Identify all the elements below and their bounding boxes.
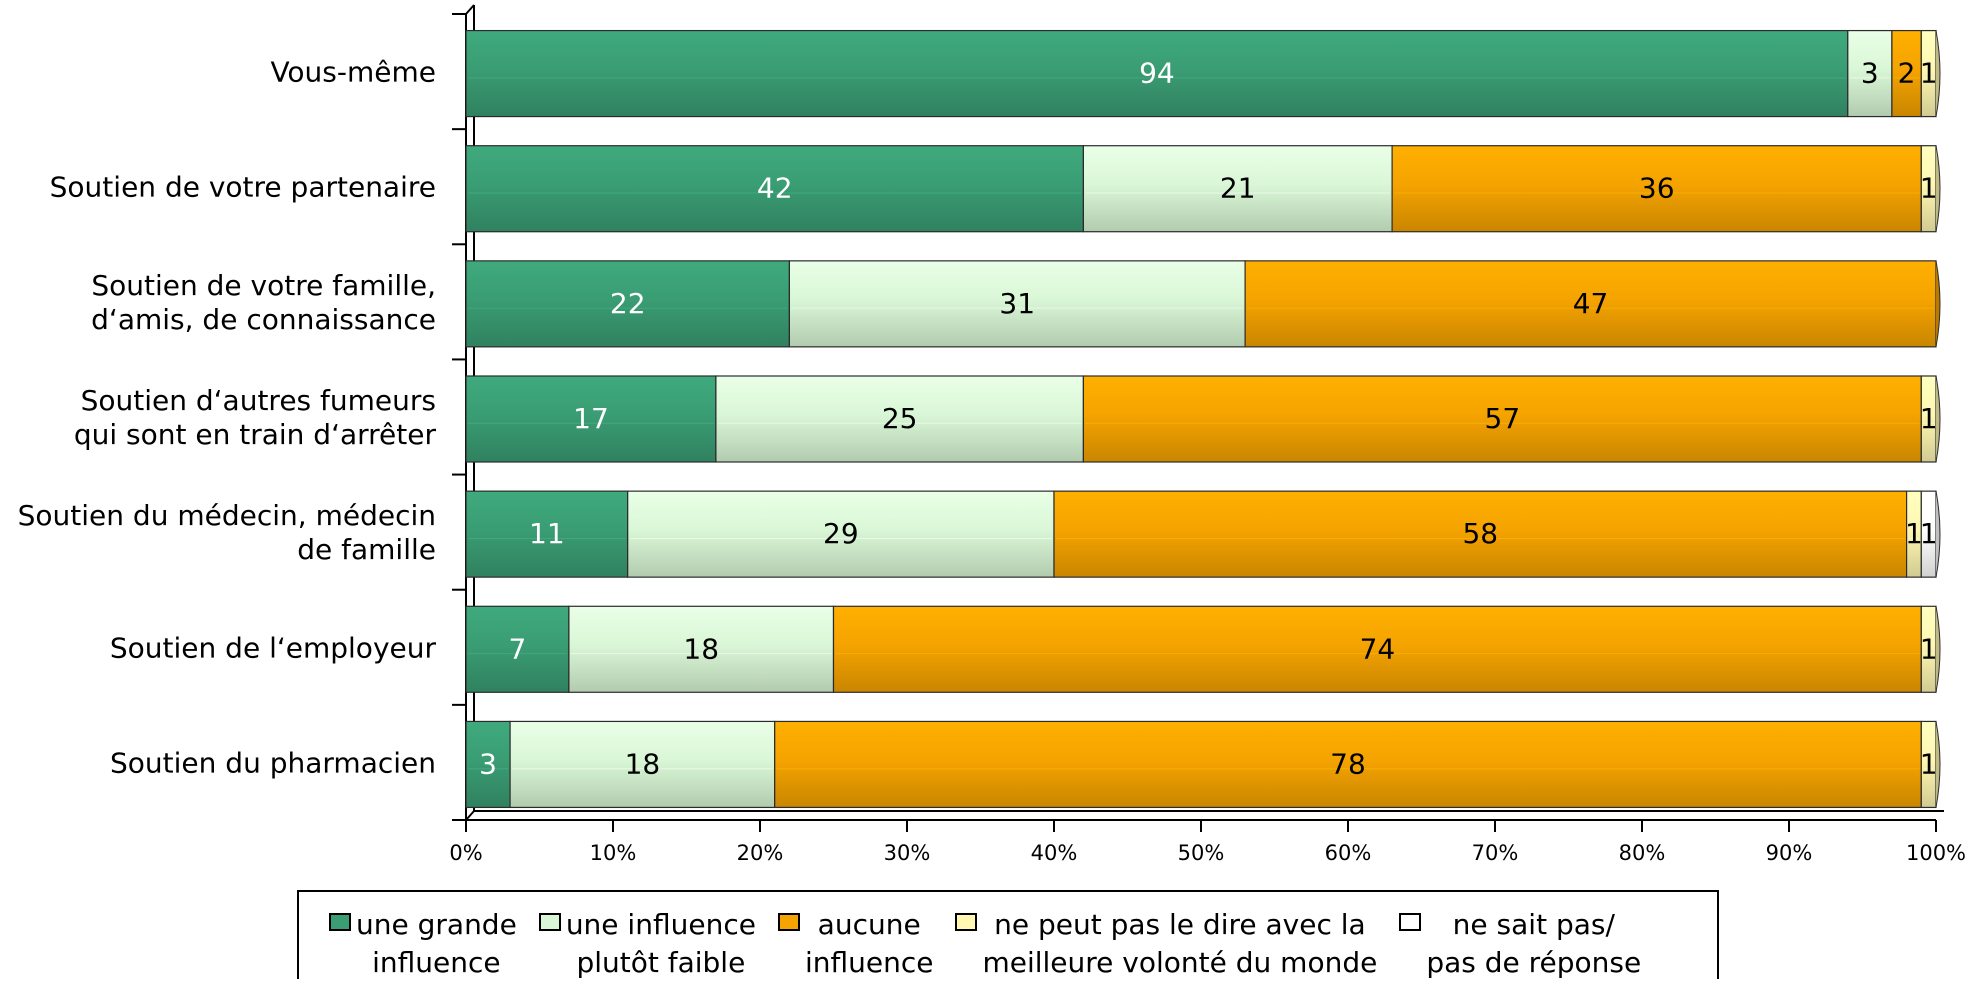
data-label: 1: [1920, 172, 1938, 205]
bar-segment: [1391, 145, 1922, 233]
stacked-bar-chart: 0% 10% 20% 30% 40% 50% 60% 70% 80% 90% 100% Vous-mê…: [18, 4, 1966, 865]
bar-segment: [509, 720, 776, 809]
bar-segment: [465, 145, 1085, 233]
bar-segment: [1082, 375, 1922, 463]
legend-swatch: [777, 913, 800, 931]
data-label: 1: [1905, 517, 1923, 550]
bar-segment: [1847, 29, 1893, 118]
bar-segment: [715, 375, 1085, 463]
data-label: 3: [479, 747, 497, 780]
legend-label: une influence plutôt faible: [565, 908, 756, 979]
bar-segment: [832, 605, 1922, 693]
category-label: Soutien de l‘employeur: [110, 631, 437, 664]
data-label: 1: [1920, 402, 1938, 435]
bar-segment-end: [1935, 721, 1941, 808]
data-label: 94: [1139, 57, 1175, 90]
bar-segment-end: [1935, 145, 1941, 232]
bar-segment: [465, 720, 511, 809]
bar-segment: [465, 375, 717, 463]
x-tick-label: 80%: [1619, 841, 1666, 865]
bar-segment-end: [1935, 30, 1941, 117]
category-label: qui sont en train d‘arrêter: [74, 418, 437, 451]
legend-swatch: [1399, 913, 1422, 931]
bar-segment: [1891, 29, 1922, 118]
data-label: 29: [823, 517, 859, 550]
x-tick-label: 90%: [1766, 841, 1813, 865]
bar-segment-end: [1935, 606, 1941, 693]
category-label: Soutien du pharmacien: [110, 746, 436, 779]
data-label: 2: [1898, 57, 1916, 90]
data-label: 18: [683, 632, 719, 665]
legend-label: une grande influence: [356, 908, 517, 979]
legend-label: aucune influence: [804, 908, 934, 979]
data-label: 31: [999, 287, 1035, 320]
category-label: de famille: [297, 533, 436, 566]
data-label: 1: [1920, 747, 1938, 780]
legend-label: ne peut pas le dire avec la meilleure vo…: [982, 908, 1378, 979]
data-label: 3: [1861, 57, 1879, 90]
bar-segment: [1053, 490, 1908, 578]
bar-segment: [465, 490, 629, 578]
legend-item: une influence plutôt faible: [538, 906, 756, 982]
data-label: 36: [1639, 172, 1675, 205]
axis-top-corner: [465, 4, 475, 15]
data-label: 42: [757, 172, 793, 205]
x-tick-label: 30%: [884, 841, 931, 865]
legend-item: une grande influence: [329, 906, 517, 982]
bar-segment: [1244, 260, 1937, 348]
data-label: 74: [1360, 632, 1396, 665]
bar-segment-end: [1935, 491, 1941, 578]
x-tick-label: 20%: [737, 841, 784, 865]
bar-segment-end: [1935, 260, 1941, 347]
data-label: 22: [610, 287, 646, 320]
x-tick-label: 50%: [1178, 841, 1225, 865]
bar-segment: [465, 29, 1849, 118]
legend-item: ne peut pas le dire avec la meilleure vo…: [955, 906, 1377, 982]
bar-segment: [568, 605, 835, 693]
data-label: 47: [1573, 287, 1609, 320]
x-tick-label: 100%: [1906, 841, 1966, 865]
category-label: Soutien du médecin, médecin: [18, 499, 436, 532]
data-label: 1: [1920, 57, 1938, 90]
legend-swatch: [538, 913, 561, 931]
axis-corner: [465, 810, 475, 821]
bar-segment-end: [1935, 375, 1941, 463]
data-label: 25: [882, 402, 918, 435]
x-tick-label: 60%: [1325, 841, 1372, 865]
legend-swatch: [955, 913, 978, 931]
data-label: 1: [1920, 632, 1938, 665]
legend-label: ne sait pas/ pas de réponse: [1426, 908, 1642, 979]
x-tick-label: 40%: [1031, 841, 1078, 865]
data-label: 17: [573, 402, 609, 435]
legend-item: ne sait pas/ pas de réponse: [1399, 906, 1641, 982]
category-label: Soutien d‘autres fumeurs: [81, 384, 436, 417]
bar-segment: [788, 260, 1246, 348]
legend-swatch: [329, 913, 351, 931]
legend-item: aucune influence: [777, 906, 934, 982]
category-label: d‘amis, de connaissance: [91, 303, 436, 336]
category-label: Vous-même: [270, 56, 436, 89]
bar-segment: [465, 260, 790, 348]
data-label: 21: [1220, 172, 1256, 205]
data-label: 1: [1920, 517, 1938, 550]
x-tick-label: 0%: [449, 841, 482, 865]
data-label: 11: [529, 517, 565, 550]
bar-segment: [1082, 145, 1393, 233]
x-tick-label: 10%: [590, 841, 637, 865]
x-tick-label: 70%: [1472, 841, 1519, 865]
bar-segment: [774, 720, 1922, 809]
category-label: Soutien de votre partenaire: [50, 171, 436, 204]
data-label: 18: [625, 747, 661, 780]
bar-segment: [465, 605, 570, 693]
data-label: 57: [1485, 402, 1521, 435]
data-label: 78: [1330, 747, 1366, 780]
data-label: 58: [1462, 517, 1498, 550]
category-label: Soutien de votre famille,: [91, 269, 436, 302]
data-label: 7: [509, 632, 527, 665]
legend: une grande influence une influence plutôt…: [297, 890, 1719, 979]
